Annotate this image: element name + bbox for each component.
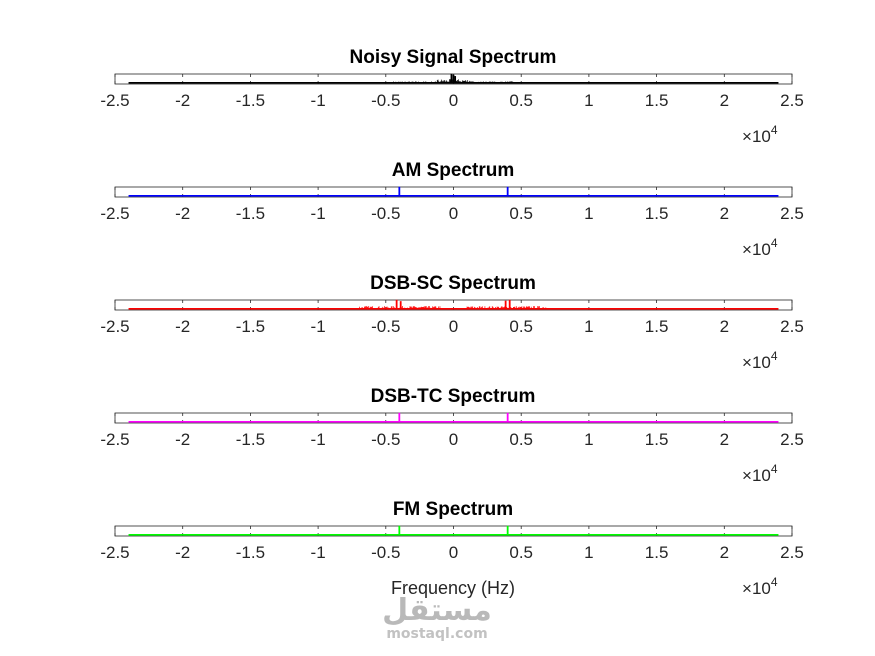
x-tick-label: 2.5 [780,91,804,110]
x-axis-label: Frequency (Hz) [391,578,515,598]
x-tick-label: -0.5 [371,91,400,110]
x-tick-label: -1.5 [236,317,265,336]
subplot-title: Noisy Signal Spectrum [350,47,557,68]
x-tick-label: 0 [449,204,458,223]
subplot-2: AM Spectrum-2.5 -2 -1.5 -1 -0.5 0 0.5 1 1.5 2 2.5×… [100,160,803,259]
x-tick-label: 2.5 [780,430,804,449]
multiplier-exponent: 4 [771,349,778,363]
x-tick-label: 1.5 [645,543,669,562]
x-tick-label: 0.5 [509,91,533,110]
watermark-logo: مستقل [382,593,492,628]
x-tick-label: 2 [720,204,729,223]
x-exponent-label: ×104 [742,123,778,146]
multiplier-symbol: × [742,353,752,372]
subplot-title: DSB-SC Spectrum [370,273,536,294]
x-tick-label: 0 [449,317,458,336]
x-tick-label: 2.5 [780,317,804,336]
x-tick-label: -1.5 [236,204,265,223]
x-tick-label: 1 [584,204,593,223]
spectrum-noise [358,306,441,309]
x-tick-label: 1 [584,91,593,110]
x-tick-label: -2.5 [100,204,129,223]
x-tick-label: 0.5 [509,204,533,223]
subplot-5: FM Spectrum-2.5 -2 -1.5 -1 -0.5 0 0.5 1 1.5 2 2.5×… [100,499,803,598]
x-exponent-label: ×104 [742,236,778,259]
subplot-title: AM Spectrum [392,160,514,181]
x-tick-label: -0.5 [371,430,400,449]
x-tick-label: 2 [720,317,729,336]
multiplier-base: 10 [752,466,771,485]
multiplier-symbol: × [742,466,752,485]
x-tick-label: -1.5 [236,543,265,562]
x-tick-label: -2.5 [100,91,129,110]
multiplier-symbol: × [742,579,752,598]
x-tick-label: 0 [449,91,458,110]
multiplier-exponent: 4 [771,462,778,476]
x-tick-label: -0.5 [371,543,400,562]
x-tick-label: -1 [311,430,326,449]
multiplier-exponent: 4 [771,575,778,589]
x-tick-label: -1 [311,543,326,562]
x-tick-label: 2.5 [780,543,804,562]
x-tick-label: 2 [720,91,729,110]
multiplier-base: 10 [752,240,771,259]
x-tick-label: -1.5 [236,430,265,449]
watermark-site: mostaql.com [386,626,487,642]
x-tick-label: -2 [175,204,190,223]
multiplier-base: 10 [752,127,771,146]
multiplier-symbol: × [742,127,752,146]
multiplier-symbol: × [742,240,752,259]
x-tick-label: -1 [311,317,326,336]
subplot-4: DSB-TC Spectrum -2.5 -2 -1.5 -1 -0.5 0 0.5 1 1.5 2… [100,386,803,485]
x-tick-label: -0.5 [371,204,400,223]
x-tick-label: -2.5 [100,317,129,336]
x-tick-label: 1 [584,543,593,562]
x-tick-label: -2 [175,543,190,562]
subplot-1: Noisy Signal Spectrum -2.5 -2 -1.5 -1 -0.5 0 0.… [100,47,803,146]
x-tick-label: 0.5 [509,543,533,562]
x-tick-label: -1 [311,204,326,223]
x-tick-label: 1.5 [645,317,669,336]
spectrum-noise [466,306,549,309]
x-tick-label: -2.5 [100,430,129,449]
x-tick-label: -0.5 [371,317,400,336]
watermark: مستقل mostaql.com [382,593,492,642]
x-tick-label: -1.5 [236,91,265,110]
x-exponent-label: ×104 [742,462,778,485]
x-tick-label: 1.5 [645,91,669,110]
x-exponent-label: ×104 [742,349,778,372]
x-tick-label: 0 [449,543,458,562]
x-tick-label: -2.5 [100,543,129,562]
multiplier-exponent: 4 [771,236,778,250]
subplot-stack: Noisy Signal Spectrum -2.5 -2 -1.5 -1 -0.5 0 0.… [100,47,803,598]
x-tick-label: -1 [311,91,326,110]
x-tick-label: 1 [584,430,593,449]
x-tick-label: 2 [720,543,729,562]
x-tick-label: 2.5 [780,204,804,223]
x-tick-label: -2 [175,317,190,336]
subplot-title: FM Spectrum [393,499,513,520]
subplot-3: DSB-SC Spectrum -2.5 -2 -1.5 -1 -0.5 0 0.5 1 1.5 2… [100,273,803,372]
x-exponent-label: ×104 [742,575,778,598]
x-tick-label: 1.5 [645,430,669,449]
x-tick-label: 1.5 [645,204,669,223]
x-tick-label: 0.5 [509,430,533,449]
x-tick-label: 0.5 [509,317,533,336]
x-tick-label: 2 [720,430,729,449]
multiplier-base: 10 [752,579,771,598]
x-tick-label: -2 [175,430,190,449]
x-tick-label: 0 [449,430,458,449]
multiplier-base: 10 [752,353,771,372]
subplot-title: DSB-TC Spectrum [371,386,536,407]
x-tick-label: -2 [175,91,190,110]
multiplier-exponent: 4 [771,123,778,137]
x-tick-label: 1 [584,317,593,336]
